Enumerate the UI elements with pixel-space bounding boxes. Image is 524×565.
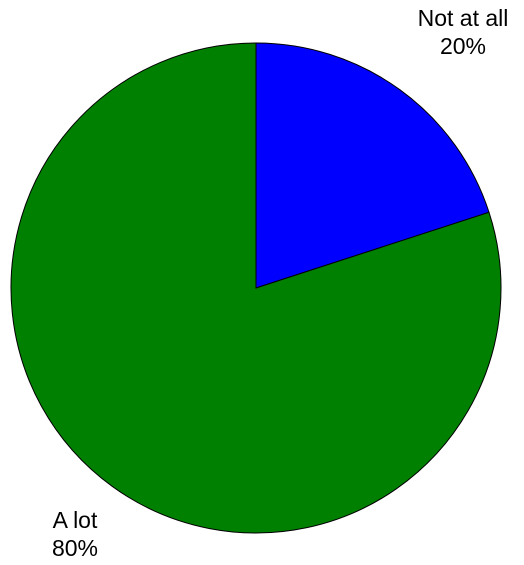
pie-slice-a-lot bbox=[10, 42, 502, 534]
slice-label: A lot bbox=[53, 507, 98, 533]
slices-layer bbox=[10, 42, 502, 534]
slice-value-label: 80% bbox=[52, 535, 98, 561]
slice-value-label: 20% bbox=[440, 33, 486, 59]
slice-label: Not at all bbox=[418, 5, 509, 31]
pie-slice-not-at-all bbox=[255, 42, 490, 289]
